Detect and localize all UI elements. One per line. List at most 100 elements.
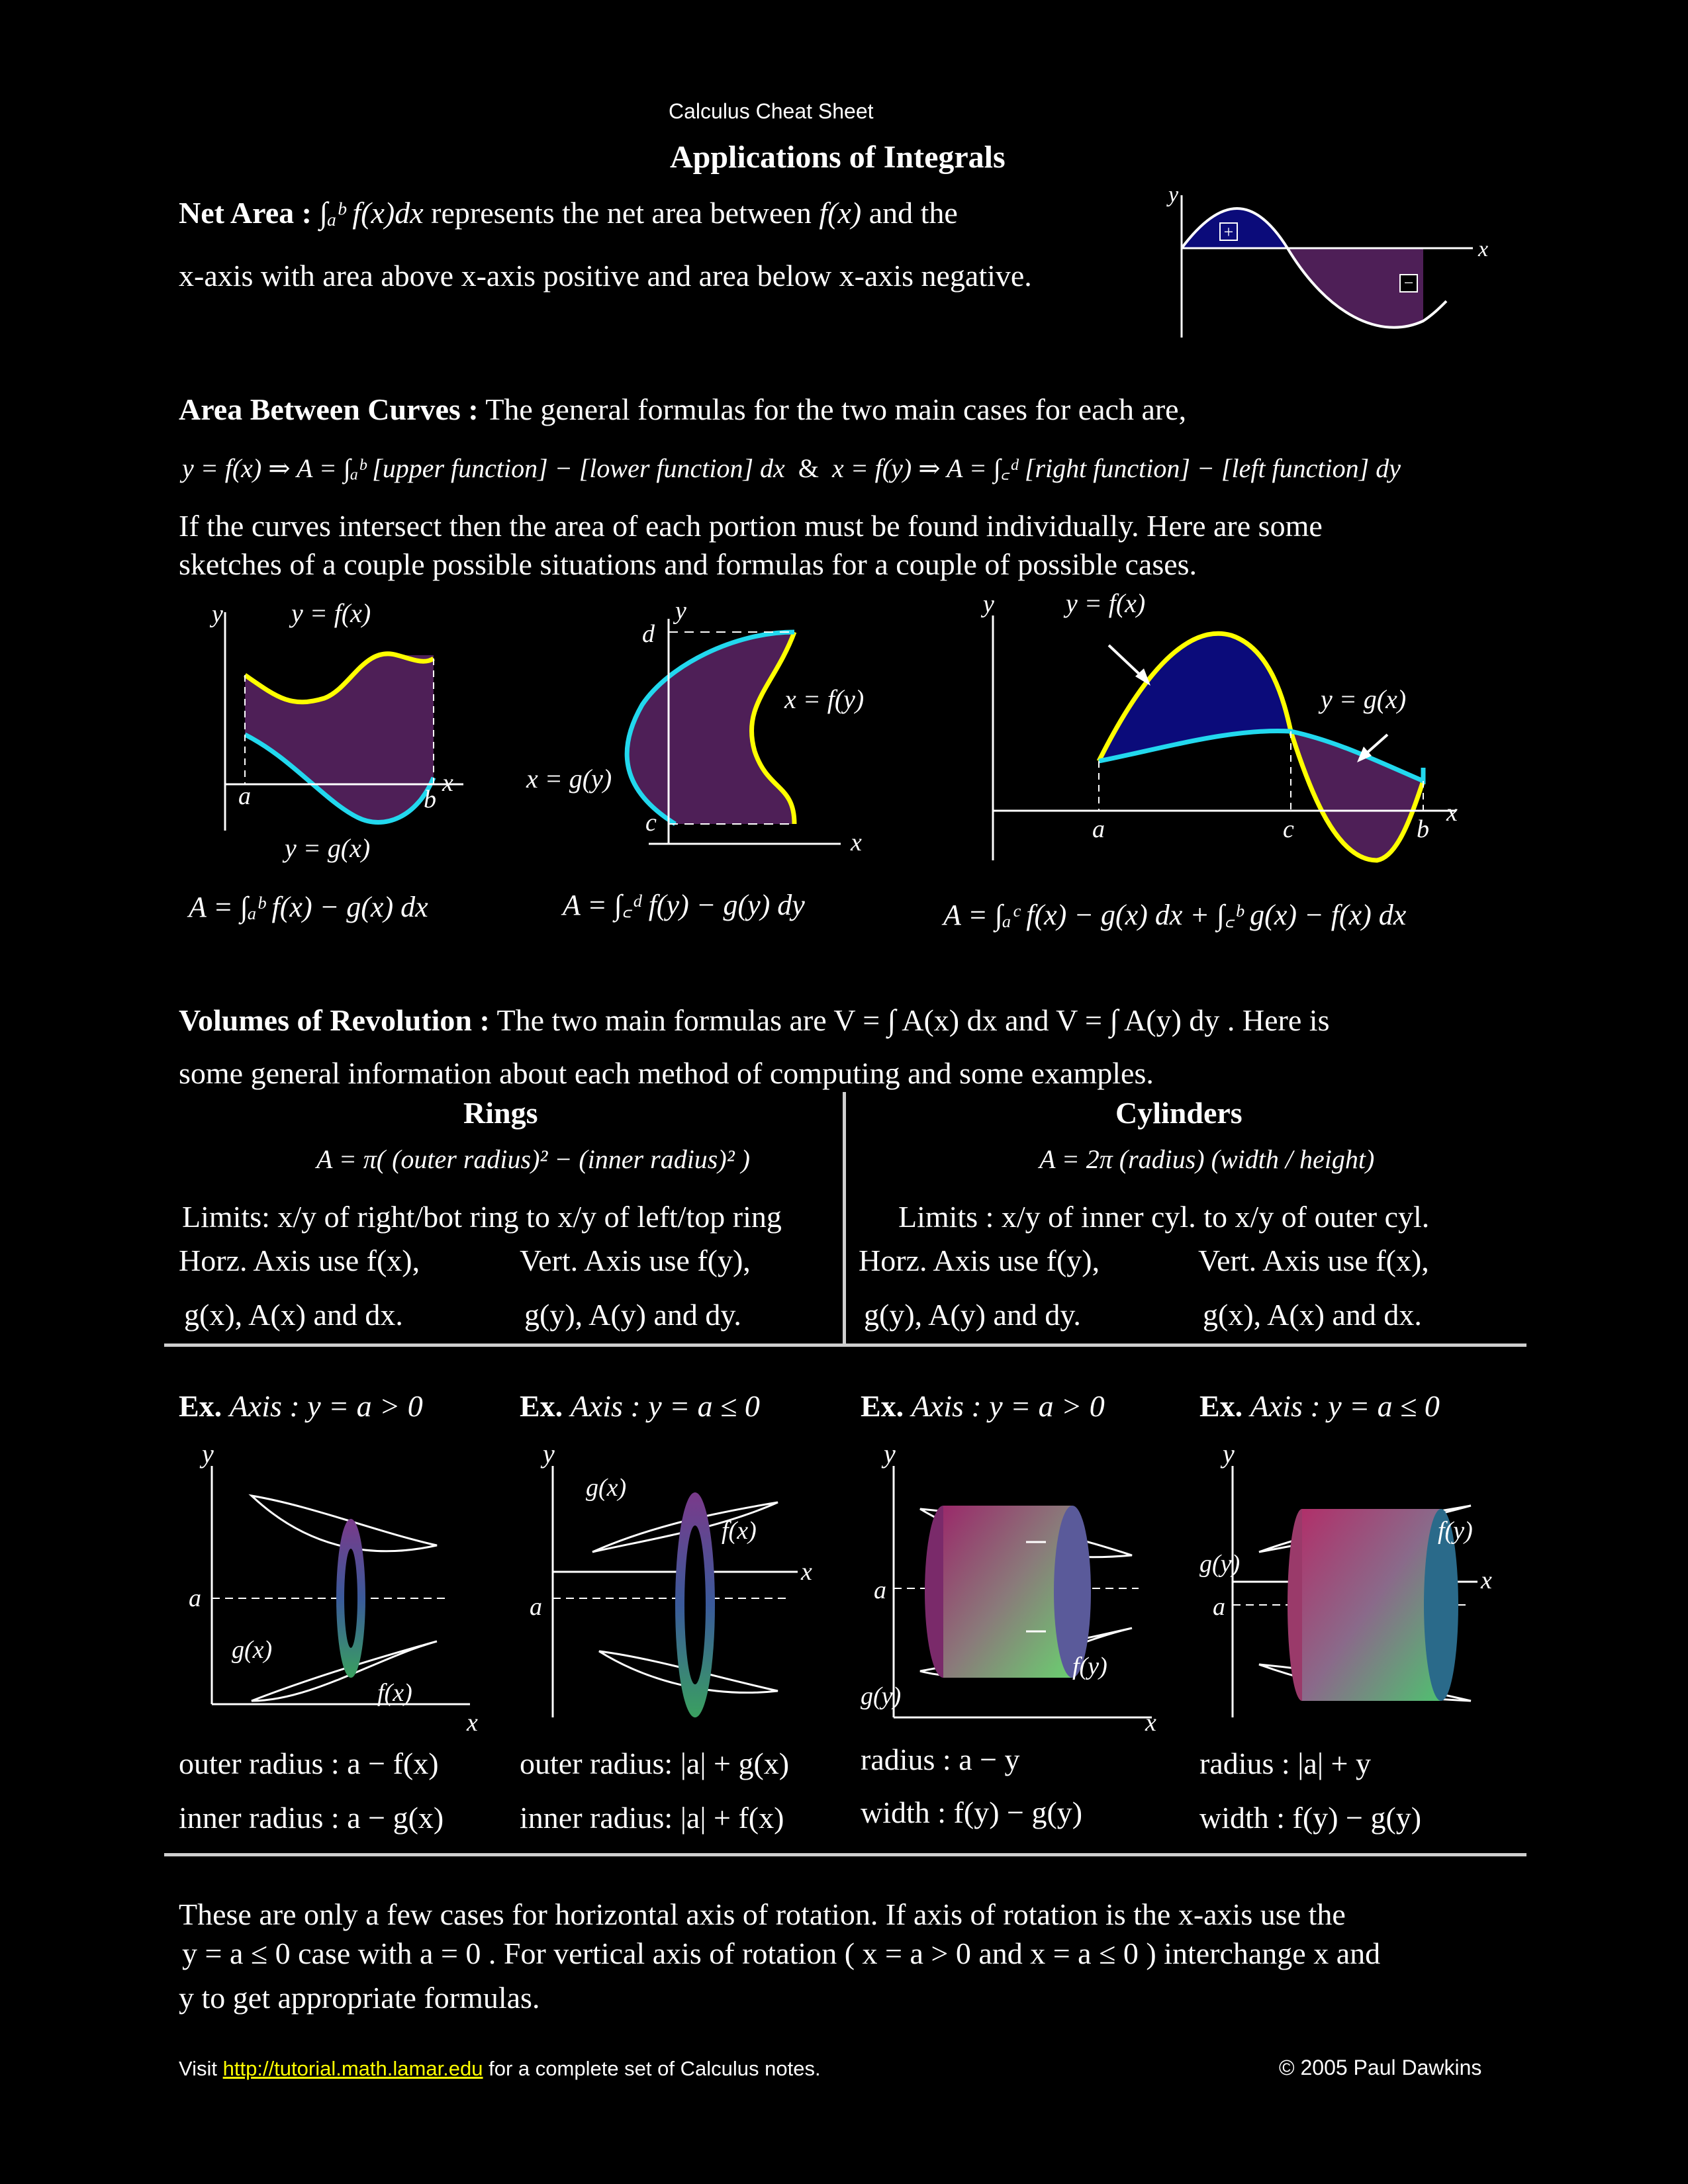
fig2-c: c [645, 809, 657, 837]
fig3-a: a [1092, 815, 1105, 843]
fig3-fx: y = f(x) [1063, 588, 1145, 618]
plus-sign: + [1224, 222, 1234, 242]
cylinders-horz1: Horz. Axis use f(y), [859, 1244, 1100, 1277]
minus-sign: − [1404, 273, 1414, 293]
fig1-formula: A = ∫ₐᵇ f(x) − g(x) dx [189, 891, 428, 923]
example-1-figure: y a x g(x) f(x) [179, 1439, 496, 1731]
footer-visit: Visit http://tutorial.math.lamar.edu for… [179, 2057, 821, 2080]
fig2-gy: x = g(y) [526, 764, 612, 794]
sheet-title: Calculus Cheat Sheet [669, 99, 874, 123]
closing-line1: These are only a few cases for horizonta… [179, 1897, 1346, 1931]
net-area-label: Net Area : [179, 196, 312, 230]
formula-right: x = f(y) ⇒ A = ∫꜀ᵈ [right function] − [l… [831, 453, 1401, 483]
formula-left: y = f(x) ⇒ A = ∫ₐᵇ [upper function] − [l… [182, 453, 785, 483]
area-between-para1: If the curves intersect then the area of… [179, 509, 1323, 543]
footer-link[interactable]: http://tutorial.math.lamar.edu [222, 2057, 483, 2080]
fig2-d: d [642, 620, 655, 648]
example-2-line1: outer radius: |a| + g(x) [520, 1747, 790, 1780]
volumes-line1: Volumes of Revolution : The two main for… [179, 1003, 1329, 1038]
area-fig-2: y d c x x = f(y) x = g(y) [516, 592, 927, 870]
net-area-line1: Net Area : ∫ₐᵇ f(x)dx represents the net… [179, 195, 958, 230]
fig3-c: c [1283, 815, 1294, 843]
example-1-line2: inner radius : a − g(x) [179, 1801, 444, 1835]
area-between-intro-line: Area Between Curves : The general formul… [179, 392, 1186, 427]
example-4-line1: radius : |a| + y [1199, 1747, 1371, 1780]
svg-text:a: a [530, 1593, 542, 1621]
rings-horz2: g(x), A(x) and dx. [184, 1298, 403, 1332]
section-rule-1 [164, 1343, 1526, 1347]
svg-text:f(x): f(x) [722, 1517, 757, 1545]
volumes-label: Volumes of Revolution : [179, 1003, 490, 1037]
example-1-line1: outer radius : a − f(x) [179, 1747, 439, 1780]
page-title: Applications of Integrals [670, 140, 1006, 175]
cylinders-vert2: g(x), A(x) and dx. [1203, 1298, 1422, 1332]
example-4-header: Ex. Axis : y = a ≤ 0 [1199, 1389, 1440, 1423]
cylinders-horz2: g(y), A(y) and dy. [864, 1298, 1081, 1332]
fig2-x: x [850, 829, 862, 856]
fig3-b: b [1417, 815, 1429, 843]
cylinders-vert1: Vert. Axis use f(x), [1198, 1244, 1429, 1277]
svg-text:f(y): f(y) [1072, 1653, 1107, 1680]
net-x-label: x [1477, 237, 1488, 261]
svg-text:f(x): f(x) [377, 1679, 412, 1707]
example-3-figure: y a x g(y) f(y) [861, 1439, 1178, 1731]
column-divider [843, 1092, 846, 1343]
fig1-x: x [442, 769, 453, 797]
example-3-line1: radius : a − y [861, 1743, 1020, 1776]
fig3-formula: A = ∫ₐᶜ f(x) − g(x) dx + ∫꜀ᵇ g(x) − f(x)… [943, 899, 1407, 931]
volumes-text2: some general information about each meth… [179, 1056, 1154, 1090]
fig3-x: x [1446, 799, 1458, 827]
svg-text:x: x [1480, 1567, 1492, 1594]
example-4-line2: width : f(y) − g(y) [1199, 1801, 1422, 1835]
svg-text:a: a [189, 1584, 201, 1612]
net-area-formula: ∫ₐᵇ f(x)dx [319, 196, 424, 230]
rings-formula: A = π( (outer radius)² − (inner radius)²… [316, 1144, 750, 1174]
net-area-figure: + − y x [1162, 182, 1506, 341]
fig1-a: a [238, 782, 251, 810]
example-2-figure: y a x g(x) f(x) [520, 1439, 837, 1731]
fig3-gx: y = g(x) [1318, 684, 1406, 714]
example-2-line2: inner radius: |a| + f(x) [520, 1801, 784, 1835]
area-between-formulas: y = f(x) ⇒ A = ∫ₐᵇ [upper function] − [l… [182, 449, 1401, 485]
section-rule-2 [164, 1853, 1526, 1856]
fig2-y: y [673, 597, 686, 625]
rings-vert1: Vert. Axis use f(y), [520, 1244, 751, 1277]
net-area-text2: and the [868, 196, 958, 230]
svg-text:a: a [1213, 1593, 1225, 1621]
fig2-fy: x = f(y) [784, 684, 864, 714]
svg-text:y: y [199, 1439, 214, 1469]
net-area-line2: x-axis with area above x-axis positive a… [179, 259, 1032, 293]
svg-text:y: y [881, 1439, 896, 1469]
svg-text:g(x): g(x) [586, 1474, 626, 1502]
example-1-header: Ex. Axis : y = a > 0 [179, 1389, 423, 1423]
fig2-formula: A = ∫꜀ᵈ f(y) − g(y) dy [563, 889, 805, 921]
example-3-header: Ex. Axis : y = a > 0 [861, 1389, 1105, 1423]
fig3-y: y [980, 590, 994, 618]
svg-text:x: x [1145, 1709, 1156, 1731]
svg-text:y: y [540, 1439, 555, 1469]
rings-limits: Limits: x/y of right/bot ring to x/y of … [182, 1200, 782, 1234]
net-area-text1: represents the net area between [431, 196, 812, 230]
area-between-intro: The general formulas for the two main ca… [485, 392, 1187, 426]
example-4-figure: y a x g(y) f(y) [1199, 1439, 1517, 1731]
net-area-fx: f(x) [819, 196, 862, 230]
cylinders-formula: A = 2π (radius) (width / height) [1039, 1144, 1375, 1174]
net-y-label: y [1166, 183, 1179, 207]
area-between-para2: sketches of a couple possible situations… [179, 547, 1197, 581]
footer-copyright: © 2005 Paul Dawkins [1279, 2056, 1482, 2079]
fig1-y: y [209, 600, 223, 628]
svg-text:x: x [800, 1558, 812, 1586]
cylinders-limits: Limits : x/y of inner cyl. to x/y of out… [898, 1200, 1430, 1234]
fig1-gx: y = g(x) [282, 833, 370, 863]
fig1-b: b [424, 786, 436, 813]
cylinders-title: Cylinders [1115, 1096, 1243, 1130]
rings-title: Rings [463, 1096, 538, 1130]
svg-text:x: x [466, 1709, 478, 1731]
area-fig-3: y y = f(x) y = g(x) a c b x [966, 582, 1483, 867]
formula-amp: & [798, 453, 819, 483]
svg-text:f(y): f(y) [1438, 1517, 1473, 1545]
svg-text:g(y): g(y) [861, 1682, 901, 1710]
svg-text:g(x): g(x) [232, 1636, 272, 1664]
rings-vert2: g(y), A(y) and dy. [524, 1298, 741, 1332]
closing-line2: y = a ≤ 0 case with a = 0 . For vertical… [182, 1936, 1381, 1970]
